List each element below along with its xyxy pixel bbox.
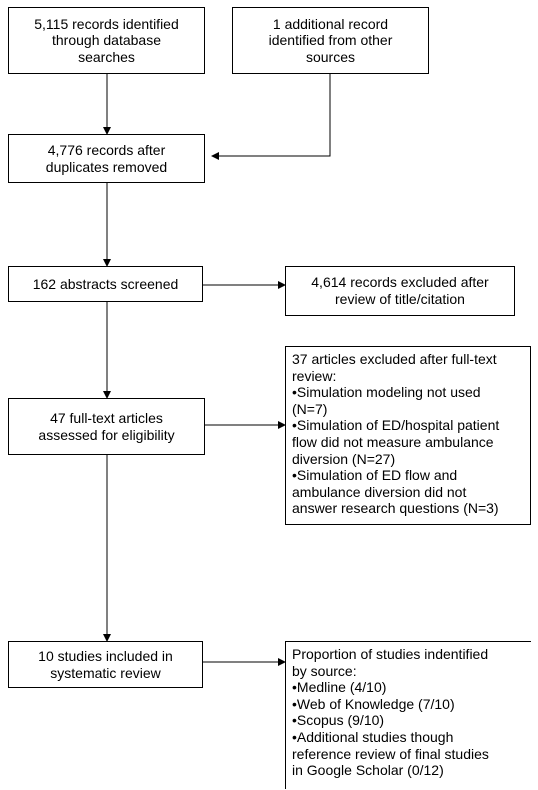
box-text-line: •Scopus (9/10)	[292, 712, 385, 729]
box-text-line: identified from other	[268, 32, 393, 49]
box-text-line: 37 articles excluded after full-text	[292, 351, 497, 367]
box-text-line: answer research questions (N=3)	[292, 500, 499, 517]
box-text-line: duplicates removed	[45, 158, 168, 175]
box-text-line: reference review of final studies	[292, 745, 489, 762]
box-text-line: •Web of Knowledge (7/10)	[292, 695, 455, 712]
box-text-line: sources	[305, 48, 355, 65]
box-text: 10 studies included in systematic review	[38, 648, 173, 681]
box-text-line: 4,614 records excluded after	[311, 274, 489, 291]
box-text-line: by source:	[292, 662, 357, 679]
box-text-line: 4,776 records after	[47, 141, 166, 158]
box-text-line: review:	[292, 367, 337, 384]
box-text: 47 full-text articles assessed for eligib…	[38, 410, 174, 443]
box-text-line: Proportion of studies indentified	[292, 646, 489, 662]
box-text: 4,776 records after duplicates removed	[46, 142, 167, 175]
box-text-line: through database	[52, 32, 161, 49]
box-duplicates-removed: 4,776 records after duplicates removed	[8, 134, 205, 183]
box-text-line: 10 studies included in	[38, 647, 173, 664]
box-text-line: (N=7)	[292, 400, 328, 417]
box-text: 162 abstracts screened	[33, 276, 179, 293]
box-full-text-assessed: 47 full-text articles assessed for eligib…	[8, 398, 205, 455]
box-text-line: •Simulation of ED/hospital patient	[292, 417, 500, 434]
box-text-line: 1 additional record	[272, 15, 389, 32]
box-text: 5,115 records identified through database…	[34, 16, 179, 66]
box-abstracts-screened: 162 abstracts screened	[8, 266, 203, 302]
box-text: 37 articles excluded after full-text revi…	[292, 351, 524, 517]
box-proportion-by-source: Proportion of studies indentified by sour…	[285, 641, 531, 789]
box-text-line: 5,115 records identified	[34, 15, 179, 32]
box-text-line: systematic review	[50, 664, 161, 681]
box-other-sources: 1 additional record identified from other…	[232, 7, 429, 74]
box-text-line: ambulance diversion did not	[292, 483, 467, 500]
box-excluded-full-text: 37 articles excluded after full-text revi…	[285, 346, 531, 525]
box-database-search: 5,115 records identified through database…	[8, 7, 205, 74]
box-text-line: •Additional studies though	[292, 728, 454, 745]
box-text-line: assessed for eligibility	[38, 426, 175, 443]
box-text-line: 47 full-text articles	[50, 409, 163, 426]
box-text: Proportion of studies indentified by sour…	[292, 646, 525, 779]
box-excluded-title: 4,614 records excluded after review of ti…	[285, 266, 515, 316]
box-text-line: •Simulation modeling not used	[292, 384, 481, 401]
box-text-line: 162 abstracts screened	[32, 275, 179, 292]
arrow-other-to-duplicates	[211, 74, 331, 160]
box-text: 4,614 records excluded after review of ti…	[311, 274, 488, 307]
box-text-line: review of title/citation	[335, 291, 465, 307]
box-text-line: •Simulation of ED flow and	[292, 467, 458, 484]
box-text-line: •Medline (4/10)	[292, 679, 387, 696]
box-text-line: diversion (N=27)	[292, 450, 396, 467]
box-text-line: in Google Scholar (0/12)	[292, 762, 444, 779]
box-included-studies: 10 studies included in systematic review	[8, 641, 203, 688]
box-text-line: flow did not measure ambulance	[292, 433, 494, 450]
box-text-line: searches	[78, 48, 135, 65]
box-text: 1 additional record identified from other…	[269, 16, 393, 66]
